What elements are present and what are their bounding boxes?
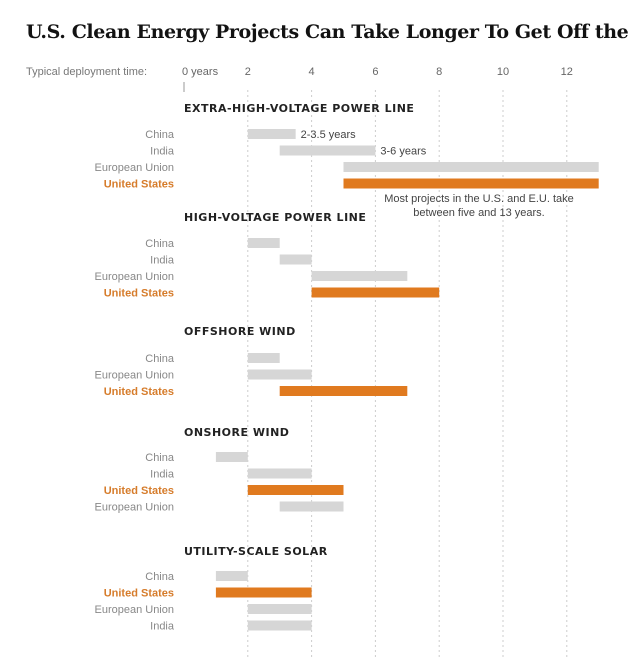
row-label: United States: [104, 485, 174, 497]
row-label: China: [145, 353, 175, 365]
sections: EXTRA-HIGH-VOLTAGE POWER LINE China 2-3.5 …: [94, 102, 599, 633]
bar: [247, 353, 280, 363]
section-title: UTILITY-SCALE SOLAR: [184, 545, 328, 558]
annotation-note: Most projects in the U.S. and E.U. take: [384, 193, 574, 205]
row-label: European Union: [94, 604, 174, 616]
tick-labels: 0 years 2 4 6 8 10 12: [182, 66, 573, 78]
x-tick-label: 6: [372, 66, 378, 78]
bar: [215, 571, 248, 581]
bar: [247, 238, 280, 248]
row-label: European Union: [94, 162, 174, 174]
row-label: United States: [104, 386, 174, 398]
section-title: HIGH-VOLTAGE POWER LINE: [184, 211, 366, 224]
section-title: EXTRA-HIGH-VOLTAGE POWER LINE: [184, 102, 414, 115]
row-label: China: [145, 129, 175, 141]
row-label: China: [145, 571, 175, 583]
section: HIGH-VOLTAGE POWER LINE China India Europea…: [94, 211, 440, 300]
section: EXTRA-HIGH-VOLTAGE POWER LINE China 2-3.5 …: [94, 102, 599, 219]
chart-title: U.S. Clean Energy Projects Can Take Long…: [26, 21, 629, 43]
row-label: European Union: [94, 502, 174, 514]
bar: [247, 369, 312, 380]
x-tick-label: 0 years: [182, 66, 219, 78]
x-tick-label: 4: [309, 66, 315, 78]
bar: [279, 145, 376, 156]
section: OFFSHORE WIND China European Union United S…: [94, 325, 408, 398]
bar: [279, 254, 312, 265]
x-tick-label: 12: [561, 66, 573, 78]
row-label: United States: [104, 288, 174, 300]
bar-value-label: 2-3.5 years: [301, 129, 357, 141]
bar: [247, 129, 296, 139]
bar-highlight: [343, 178, 599, 189]
section-title: ONSHORE WIND: [184, 426, 289, 439]
row-label: United States: [104, 179, 174, 191]
section: ONSHORE WIND China India United States Europ…: [94, 426, 344, 514]
section: UTILITY-SCALE SOLAR China United States Eur…: [94, 545, 327, 633]
annotation-note: between five and 13 years.: [413, 207, 544, 219]
row-label: India: [150, 255, 175, 267]
bar: [279, 501, 344, 512]
x-tick-label: 2: [245, 66, 251, 78]
row-label: China: [145, 452, 175, 464]
row-label: India: [150, 469, 175, 481]
bar: [247, 468, 312, 479]
x-tick-label: 10: [497, 66, 509, 78]
row-label: European Union: [94, 370, 174, 382]
bar: [311, 271, 408, 281]
bar-value-label: 3-6 years: [380, 146, 426, 158]
x-tick-label: 8: [436, 66, 442, 78]
row-label: United States: [104, 588, 174, 600]
row-label: European Union: [94, 271, 174, 283]
bar-highlight: [215, 587, 312, 598]
row-label: China: [145, 238, 175, 250]
x-axis-label: Typical deployment time:: [26, 66, 147, 78]
bar: [247, 620, 312, 631]
bar: [215, 452, 248, 462]
bar-highlight: [247, 485, 344, 495]
bar-highlight: [279, 386, 408, 396]
bar-highlight: [311, 287, 440, 298]
row-label: India: [150, 621, 175, 633]
row-label: India: [150, 146, 175, 158]
section-title: OFFSHORE WIND: [184, 325, 296, 338]
bar: [247, 604, 312, 614]
bar: [343, 162, 599, 172]
